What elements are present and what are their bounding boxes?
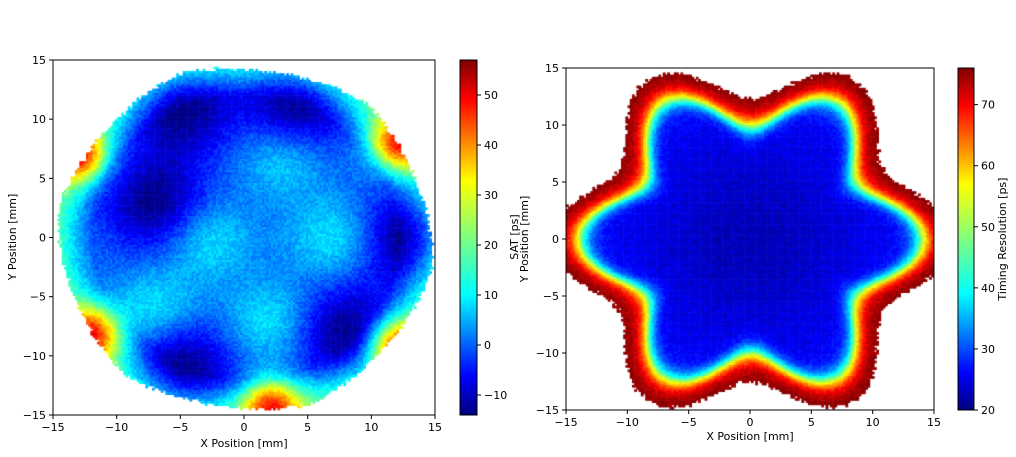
sat-axes: −15 −10 −5 0 5 10 15 −15 −10 −5 0 5 10 15: [23, 54, 442, 434]
y-tick-label: 10: [545, 119, 559, 132]
sat-heatmap-plot-area: [53, 60, 435, 415]
x-tick-label: −15: [41, 421, 64, 434]
y-tick-label: −15: [23, 409, 46, 422]
y-tick-label: 5: [39, 172, 46, 185]
x-tick-label: −5: [172, 421, 188, 434]
sat-heatmap-canvas: [53, 60, 435, 415]
sat-colorbar-ticks: −10 0 10 20 30 40 50: [477, 89, 507, 402]
timing-plot-area: [566, 68, 934, 410]
colorbar-tick-label: 10: [484, 289, 498, 302]
sat-colorbar: [459, 59, 478, 416]
sat-heatmap-panel: −15 −10 −5 0 5 10 15 −15 −10 −5 0 5 10 15 X Position …: [6, 54, 521, 450]
x-tick-label: 0: [747, 416, 754, 429]
timing-heatmap-canvas: [566, 68, 934, 410]
x-tick-label: −15: [554, 416, 577, 429]
x-tick-label: −10: [105, 421, 128, 434]
timing-colorbar-label: Timing Resolution [ps]: [996, 178, 1009, 302]
y-tick-label: 0: [39, 232, 46, 245]
colorbar-tick-label: 50: [981, 221, 995, 234]
timing-y-axis-label: Y Position [mm]: [518, 196, 531, 284]
timing-axes: −15 −10 −5 0 5 10 15 −15 −10 −5 0 5 10 15: [536, 62, 941, 429]
colorbar-tick-label: 60: [981, 160, 995, 173]
sat-x-axis-label: X Position [mm]: [200, 437, 287, 450]
colorbar-tick-label: 0: [484, 339, 491, 352]
colorbar-tick-label: 30: [484, 189, 498, 202]
colorbar-tick-label: 20: [484, 239, 498, 252]
y-tick-label: −10: [23, 350, 46, 363]
colorbar-tick-label: 20: [981, 404, 995, 417]
x-tick-label: −10: [616, 416, 639, 429]
x-tick-label: 5: [808, 416, 815, 429]
y-tick-label: 0: [552, 233, 559, 246]
x-tick-label: 5: [304, 421, 311, 434]
timing-resolution-panel: −15 −10 −5 0 5 10 15 −15 −10 −5 0 5 10 15 X Position …: [518, 62, 1009, 443]
timing-colorbar: [957, 67, 975, 411]
y-tick-label: −5: [30, 291, 46, 304]
y-tick-label: 5: [552, 176, 559, 189]
y-tick-label: −15: [536, 404, 559, 417]
colorbar-tick-label: 40: [484, 139, 498, 152]
y-tick-label: −5: [543, 290, 559, 303]
colorbar-tick-label: 50: [484, 89, 498, 102]
y-tick-label: 15: [32, 54, 46, 67]
x-tick-label: 15: [428, 421, 442, 434]
y-tick-label: 15: [545, 62, 559, 75]
sat-y-axis-label: Y Position [mm]: [6, 194, 19, 282]
colorbar-tick-label: 30: [981, 343, 995, 356]
timing-colorbar-ticks: 20 30 40 50 60 70: [974, 99, 995, 417]
x-tick-label: 10: [866, 416, 880, 429]
colorbar-tick-label: 40: [981, 282, 995, 295]
x-tick-label: −5: [681, 416, 697, 429]
colorbar-tick-label: 70: [981, 99, 995, 112]
colorbar-tick-label: −10: [484, 389, 507, 402]
timing-x-axis-label: X Position [mm]: [706, 430, 793, 443]
y-tick-label: 10: [32, 113, 46, 126]
x-tick-label: 10: [364, 421, 378, 434]
sat-colorbar-label: SAT [ps]: [508, 214, 521, 259]
y-tick-label: −10: [536, 347, 559, 360]
x-tick-label: 15: [927, 416, 941, 429]
x-tick-label: 0: [241, 421, 248, 434]
